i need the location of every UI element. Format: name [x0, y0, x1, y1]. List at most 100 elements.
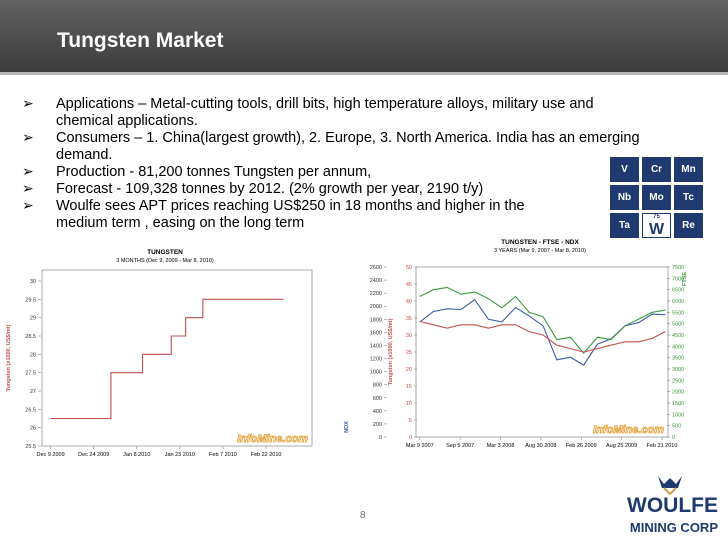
y-tick-label: 4500 [672, 333, 684, 339]
y-tick-label: 1500 [672, 401, 684, 407]
element-cell: Re [674, 213, 703, 238]
y-tick-label: 6500 [672, 288, 684, 294]
plot-frame [41, 269, 313, 447]
header-bar: Tungsten Market [0, 0, 728, 75]
y-tick-label: 25.5 [25, 444, 36, 450]
y-tick-label: 2000 [370, 304, 382, 310]
x-tick-label: Feb 26 2009 [566, 443, 597, 449]
y-tick-label: 2200 [370, 291, 382, 297]
y-tick-label: 7500 [672, 265, 684, 271]
element-cell: Mn [674, 157, 703, 182]
bullet-list: Applications – Metal-cutting tools, dril… [22, 96, 641, 232]
y-tick-label: 45 [406, 282, 412, 288]
element-cell: Cr [642, 157, 671, 182]
slide-title: Tungsten Market [57, 29, 224, 52]
y-tick-label: 0 [379, 435, 382, 441]
chart-title: TUNGSTEN [147, 249, 183, 256]
y-tick-label: 4000 [672, 344, 684, 350]
y-tick-label: 1000 [672, 412, 684, 418]
series-line [50, 298, 284, 420]
element-cell: Nb [610, 185, 639, 210]
x-tick-label: Aug 25 2009 [606, 443, 637, 449]
y-tick-label: 10 [406, 401, 412, 407]
page-number: 8 [360, 510, 366, 521]
y-tick-label: 2600 [370, 265, 382, 271]
axis-label: NDX [344, 421, 350, 433]
chart-tungsten-3m: TUNGSTEN 3 MONTHS (Dec 9, 2009 - Mar 8, 2… [6, 249, 313, 458]
y-tick-label: 3000 [672, 367, 684, 373]
x-tick-label: Feb 21 2010 [647, 443, 678, 449]
y-tick-label: 28.5 [25, 334, 36, 340]
element-symbol: W [648, 220, 665, 238]
y-tick-label: 800 [373, 383, 382, 389]
y-tick-label: 5 [409, 418, 412, 424]
y-tick-label: 35 [406, 316, 412, 322]
element-cell: V [610, 157, 639, 182]
x-tick-label: Sep 5 2007 [446, 443, 474, 449]
watermark: InfoMine.com [593, 424, 664, 436]
y-tick-label: 1000 [370, 370, 382, 376]
y-tick-label: 0 [672, 435, 675, 441]
y-tick-label: 40 [406, 299, 412, 305]
y-tick-label: 25 [406, 350, 412, 356]
axis-label: Tungsten (x1000, US$/mt) [6, 324, 12, 391]
chart-tungsten-ftse-ndx: TUNGSTEN - FTSE - NDX 3 YEARS (Mar 9, 200… [344, 239, 688, 449]
logo-subword: MINING CORP [630, 520, 718, 535]
element-cell: Mo [642, 185, 671, 210]
x-tick-label: Jan 8 2010 [123, 452, 150, 458]
logo-word: WOULFE [627, 494, 718, 517]
x-tick-label: Jan 23 2010 [165, 452, 195, 458]
chart-subtitle: 3 MONTHS (Dec 9, 2009 - Mar 8, 2010) [116, 258, 214, 264]
y-tick-label: 2400 [370, 278, 382, 284]
y-tick-label: 1600 [370, 330, 382, 336]
y-tick-label: 27 [30, 389, 36, 395]
y-tick-label: 600 [373, 396, 382, 402]
y-tick-label: 0 [409, 435, 412, 441]
bullet: Applications – Metal-cutting tools, dril… [22, 96, 641, 130]
y-tick-label: 1200 [370, 357, 382, 363]
y-tick-label: 200 [373, 422, 382, 428]
y-tick-label: 2000 [672, 390, 684, 396]
y-tick-label: 5500 [672, 310, 684, 316]
y-tick-label: 20 [406, 367, 412, 373]
y-tick-label: 7000 [672, 276, 684, 282]
x-tick-label: Feb 7 2010 [209, 452, 237, 458]
y-tick-label: 26 [30, 426, 36, 432]
chart-subtitle: 3 YEARS (Mar 9, 2007 - Mar 8, 2010) [494, 248, 586, 254]
y-tick-label: 2500 [672, 378, 684, 384]
element-table: V Cr Mn Nb Mo Tc Ta 75 W Re [610, 157, 703, 238]
series-line [419, 320, 666, 353]
watermark: InfoMine.com [237, 433, 308, 445]
series-line [419, 286, 666, 354]
bullet: Consumers – 1. China(largest growth), 2.… [22, 130, 641, 164]
y-tick-label: 28 [30, 352, 36, 358]
y-tick-label: 400 [373, 409, 382, 415]
y-tick-label: 29 [30, 316, 36, 322]
plot-frame [415, 266, 669, 438]
element-cell: Ta [610, 213, 639, 238]
logo-emblem-accent [663, 487, 677, 496]
x-tick-label: Dec 9 2009 [37, 452, 65, 458]
logo: WOULFE MINING CORP [627, 476, 718, 535]
bullet: Forecast - 109,328 tonnes by 2012. (2% g… [22, 181, 641, 198]
axis-label: Tungsten (x1000, US$/mt) [388, 318, 394, 385]
element-cell: Tc [674, 185, 703, 210]
y-tick-label: 29.5 [25, 297, 36, 303]
x-tick-label: Mar 9 2007 [406, 443, 434, 449]
x-tick-label: Dec 24 2009 [78, 452, 109, 458]
logo-emblem [658, 476, 682, 488]
y-tick-label: 30 [406, 333, 412, 339]
y-tick-label: 26.5 [25, 407, 36, 413]
x-tick-label: Aug 30 2008 [525, 443, 556, 449]
y-tick-label: 1800 [370, 317, 382, 323]
y-tick-label: 50 [406, 265, 412, 271]
y-tick-label: 30 [30, 279, 36, 285]
bullet: Production - 81,200 tonnes Tungsten per … [22, 164, 641, 181]
y-tick-label: 15 [406, 384, 412, 390]
atomic-number: 75 [653, 214, 660, 220]
bullet: Woulfe sees APT prices reaching US$250 i… [22, 198, 546, 232]
y-tick-label: 5000 [672, 322, 684, 328]
axis-label: FTSE [682, 272, 688, 286]
x-tick-label: Mar 3 2008 [487, 443, 515, 449]
